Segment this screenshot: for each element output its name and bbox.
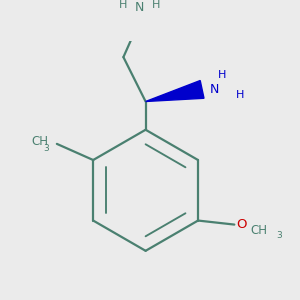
Text: N: N <box>210 83 220 96</box>
Text: CH: CH <box>250 224 268 237</box>
Polygon shape <box>146 80 204 101</box>
Text: H: H <box>152 0 160 10</box>
Text: CH: CH <box>32 135 49 148</box>
Text: H: H <box>218 70 226 80</box>
Text: O: O <box>236 218 247 231</box>
Text: N: N <box>135 1 144 14</box>
Text: H: H <box>119 0 128 10</box>
Text: H: H <box>236 90 244 100</box>
Text: 3: 3 <box>43 144 49 153</box>
Text: 3: 3 <box>277 231 283 240</box>
